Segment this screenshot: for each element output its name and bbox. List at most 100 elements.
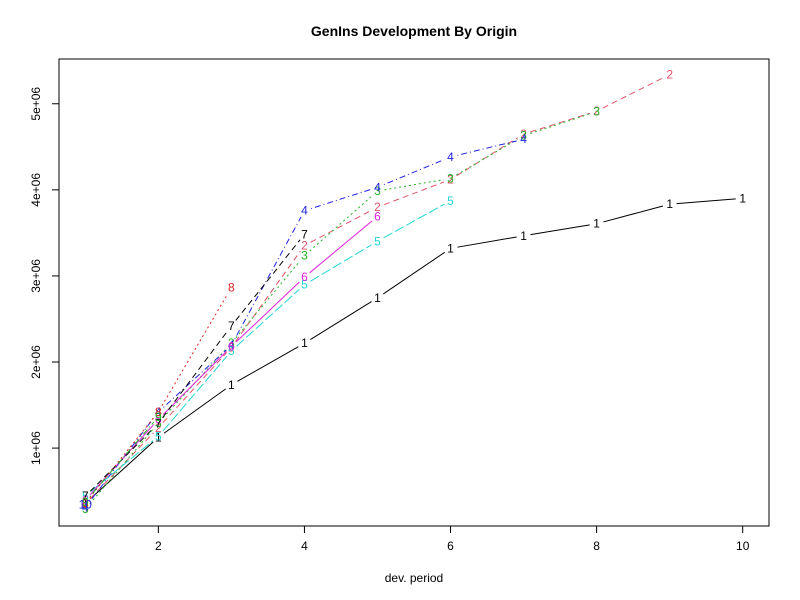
series-6-point: 6 [374,209,381,223]
series-3-segment [235,260,301,339]
series-3-point: 3 [155,416,162,430]
series-1-segment [163,388,226,434]
series-2-segment [235,250,301,342]
series-1-point: 1 [666,197,673,211]
series-4-segment [383,159,445,186]
x-axis-label: dev. period [385,571,443,585]
series-1-point: 1 [374,291,381,305]
y-tick-label: 5e+06 [29,87,43,121]
series-2: 2 2 2 2 2 2 2 2 2 [82,68,673,511]
series-2-segment [383,181,445,206]
series-3-point: 3 [520,129,527,143]
series-2-segment [530,112,591,133]
series-4: 4 4 4 4 4 4 4 [82,132,527,514]
series-1-segment [676,198,736,205]
series-2-point: 2 [155,421,162,435]
series-7-point: 7 [301,227,308,241]
series-4-segment [89,417,155,503]
series-2-point: 2 [228,340,235,354]
series-6-point: 6 [301,270,308,284]
series-8: 8 8 8 [82,281,235,511]
series-1-point: 1 [301,336,308,350]
series-1-segment [457,236,517,248]
series-2-point: 2 [666,68,673,82]
series-3-segment [456,138,518,176]
series-8-point: 8 [155,405,162,419]
series-3-segment [89,427,155,505]
series-6-segment [162,351,227,415]
y-tick-label: 1e+06 [29,431,43,465]
series-3-segment [384,179,444,191]
series-5-point: 5 [301,278,308,292]
series-4-point: 4 [374,180,381,194]
series-10-point: 10 [79,498,93,512]
series-4-point: 4 [155,405,162,419]
series-5-segment [236,289,300,347]
series-2-segment [602,77,664,109]
chart-title: GenIns Development By Origin [311,23,517,39]
y-tick-label: 3e+06 [29,259,43,293]
series-1-point: 1 [228,378,235,392]
series-2-point: 2 [447,173,454,187]
series-4-segment [163,349,227,408]
x-tick-label: 6 [447,539,454,553]
series-1-point: 1 [155,430,162,444]
series-7-point: 7 [228,319,235,333]
series-6-segment [236,281,300,343]
series-6-segment [309,220,373,274]
series-5-segment [162,355,228,432]
series-3-point: 3 [301,249,308,263]
series-5-point: 5 [82,489,89,503]
y-tick-label: 2e+06 [29,345,43,379]
series-6-point: 6 [228,339,235,353]
series-3-point: 3 [447,171,454,185]
series-7-point: 7 [155,416,162,430]
series-3-segment [309,195,373,252]
series-8-segment [89,416,155,499]
series-3-point: 3 [374,184,381,198]
series-2-point: 2 [520,127,527,141]
series-9-point: 9 [82,495,89,509]
series-5-point: 5 [374,234,381,248]
series-5-point: 5 [447,194,454,208]
x-tick-label: 4 [301,539,308,553]
series-3-point: 3 [593,105,600,119]
series-5-segment [383,203,445,239]
series-8-point: 8 [82,496,89,510]
series-2-point: 2 [301,239,308,253]
series-5-segment [310,244,372,282]
series-6-point: 6 [155,412,162,426]
series-1-segment [382,251,446,295]
series-2-point: 2 [374,200,381,214]
series-1-segment [603,205,664,223]
series-8-segment [161,293,229,407]
series-3-segment [530,113,591,134]
series-4-segment [234,216,302,340]
series-10: 10 [79,498,93,512]
series-2-point: 2 [82,497,89,511]
series-1: 1 1 1 1 1 1 1 1 1 1 [82,191,746,510]
series-5-point: 5 [228,344,235,358]
x-axis: 2 4 6 8 10 [155,525,750,553]
series-1-segment [530,224,590,236]
series-4-point: 4 [301,204,308,218]
series-2-segment [162,352,228,423]
series-8-point: 8 [228,281,235,295]
series-9: 99 [82,410,162,509]
series-3: 3 3 3 3 3 3 3 3 [82,105,600,517]
series-7-segment [235,239,301,321]
x-tick-label: 10 [736,539,750,553]
series-1-segment [310,301,372,340]
series-9-point: 9 [155,410,162,424]
series-7-segment [162,331,228,418]
series-3-segment [162,348,228,419]
series-1-segment [237,346,299,382]
series-4-point: 4 [447,150,454,164]
x-tick-label: 8 [593,539,600,553]
series-4-segment [310,188,371,210]
series-2-point: 2 [593,104,600,118]
y-tick-label: 4e+06 [29,173,43,207]
